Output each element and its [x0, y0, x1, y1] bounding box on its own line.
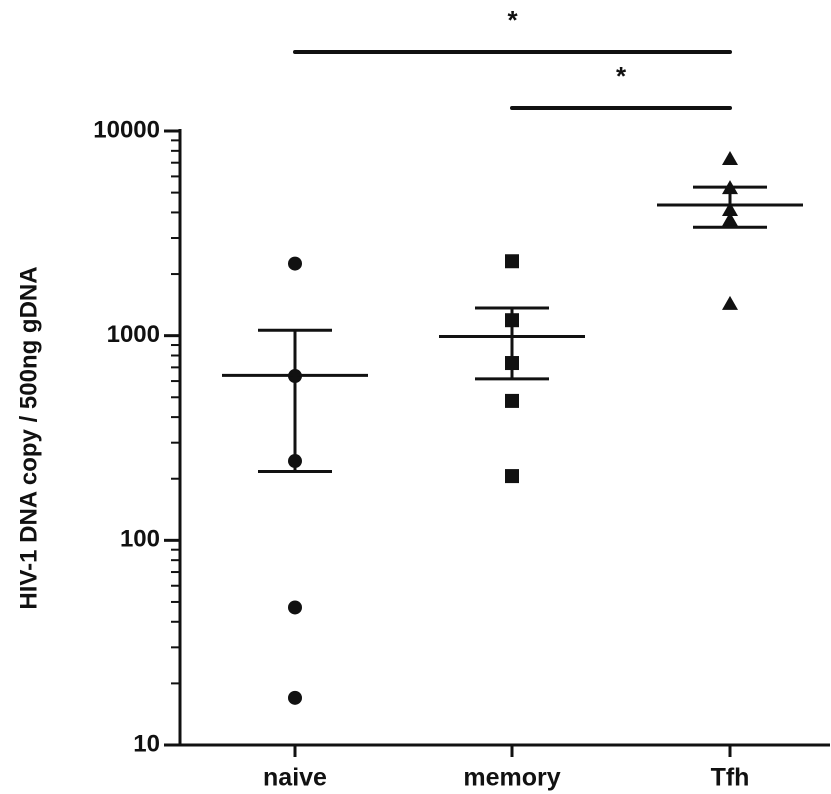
y-tick-label: 100	[120, 526, 160, 553]
point	[288, 256, 302, 271]
point	[505, 393, 519, 408]
point	[505, 469, 519, 484]
significance-label: *	[507, 5, 518, 35]
y-tick-label: 1000	[107, 321, 160, 348]
point	[722, 150, 738, 165]
point	[505, 254, 519, 269]
y-tick-label: 10000	[93, 116, 160, 143]
x-tick-label: memory	[463, 764, 560, 792]
point	[288, 600, 302, 615]
y-tick-label: 10	[133, 730, 160, 757]
x-tick-label: Tfh	[711, 764, 750, 792]
significance-label: *	[616, 61, 627, 91]
x-tick-label: naive	[263, 764, 327, 792]
y-axis-label: HIV-1 DNA copy / 500ng gDNA	[15, 266, 42, 609]
point	[288, 690, 302, 705]
point	[722, 295, 738, 310]
